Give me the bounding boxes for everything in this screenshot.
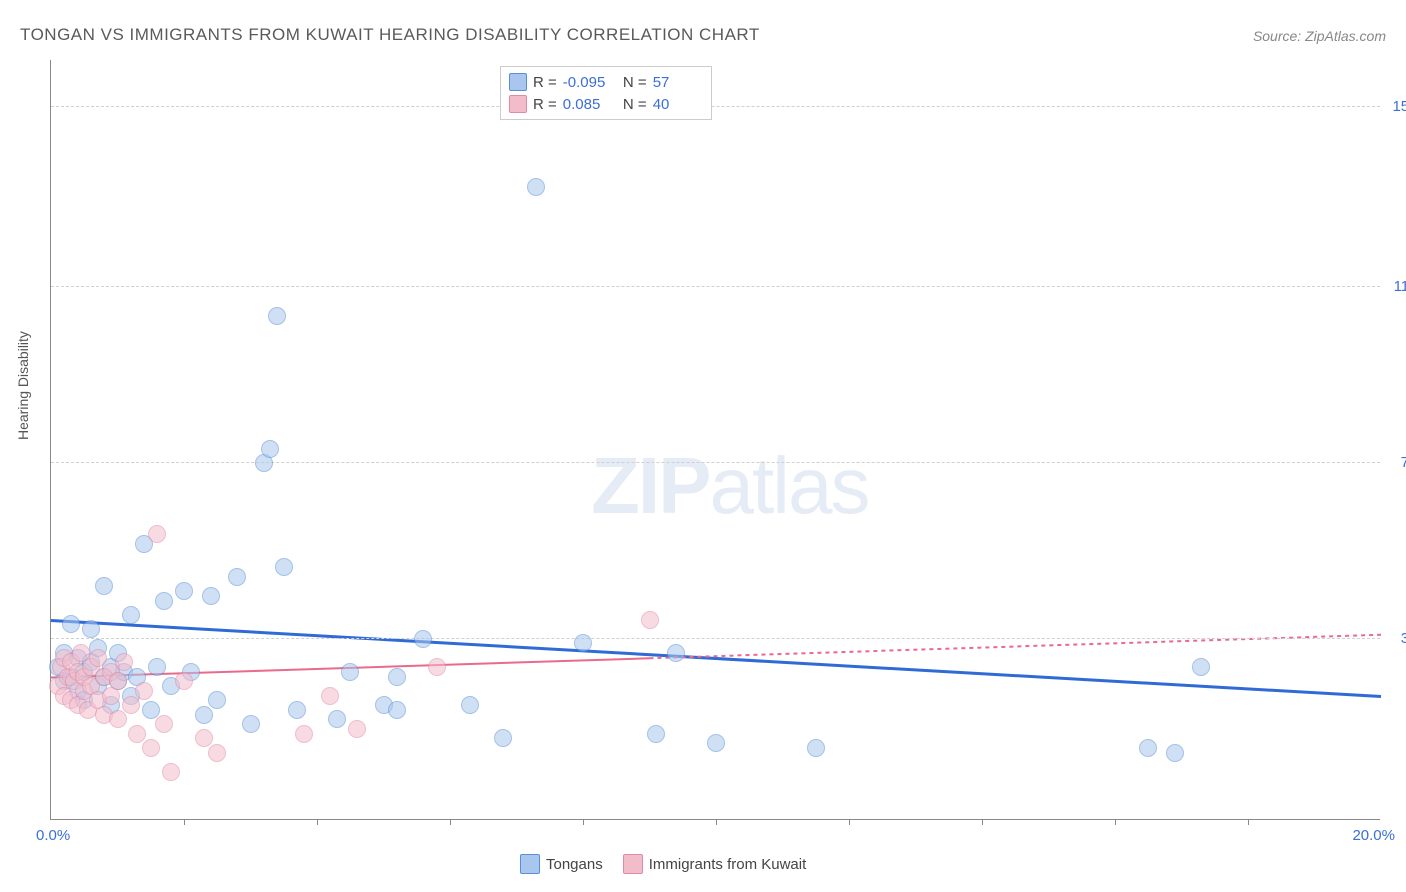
data-point <box>667 644 685 662</box>
data-point <box>122 606 140 624</box>
data-point <box>142 701 160 719</box>
legend-swatch <box>509 95 527 113</box>
data-point <box>109 672 127 690</box>
data-point <box>135 682 153 700</box>
data-point <box>95 577 113 595</box>
data-point <box>1192 658 1210 676</box>
data-point <box>348 720 366 738</box>
y-tick-label: 7.5% <box>1385 454 1406 471</box>
stat-n-value: 57 <box>653 74 703 91</box>
data-point <box>461 696 479 714</box>
y-tick-label: 11.2% <box>1385 278 1406 295</box>
data-point <box>807 739 825 757</box>
gridline <box>51 106 1380 107</box>
stat-r-label: R = <box>533 96 557 113</box>
data-point <box>707 734 725 752</box>
data-point <box>155 715 173 733</box>
stats-legend-row: R = 0.085 N = 40 <box>509 93 703 115</box>
stat-r-value: -0.095 <box>563 74 613 91</box>
data-point <box>175 672 193 690</box>
stat-n-value: 40 <box>653 96 703 113</box>
stat-r-value: 0.085 <box>563 96 613 113</box>
data-point <box>115 653 133 671</box>
data-point <box>388 701 406 719</box>
data-point <box>208 691 226 709</box>
data-point <box>1139 739 1157 757</box>
y-tick-label: 3.8% <box>1385 630 1406 647</box>
stats-legend: R = -0.095 N = 57 R = 0.085 N = 40 <box>500 66 712 120</box>
bottom-legend: Tongans Immigrants from Kuwait <box>520 854 806 874</box>
x-tick-mark <box>982 819 983 825</box>
data-point <box>242 715 260 733</box>
y-tick-label: 15.0% <box>1385 98 1406 115</box>
stats-legend-row: R = -0.095 N = 57 <box>509 71 703 93</box>
x-tick-mark <box>1248 819 1249 825</box>
gridline <box>51 462 1380 463</box>
data-point <box>328 710 346 728</box>
data-point <box>295 725 313 743</box>
stat-n-label: N = <box>619 74 647 91</box>
data-point <box>228 568 246 586</box>
x-tick-mark <box>716 819 717 825</box>
trend-line <box>51 621 1381 697</box>
legend-swatch <box>520 854 540 874</box>
data-point <box>208 744 226 762</box>
legend-item: Immigrants from Kuwait <box>623 854 807 874</box>
data-point <box>128 725 146 743</box>
data-point <box>1166 744 1184 762</box>
x-tick-mark <box>450 819 451 825</box>
data-point <box>142 739 160 757</box>
x-tick-mark <box>1115 819 1116 825</box>
data-point <box>261 440 279 458</box>
data-point <box>109 710 127 728</box>
legend-item: Tongans <box>520 854 603 874</box>
data-point <box>82 620 100 638</box>
data-point <box>122 696 140 714</box>
legend-swatch <box>509 73 527 91</box>
x-axis-max-label: 20.0% <box>1352 827 1395 844</box>
data-point <box>195 729 213 747</box>
stat-r-label: R = <box>533 74 557 91</box>
chart-svg <box>51 60 1380 819</box>
data-point <box>414 630 432 648</box>
stat-n-label: N = <box>619 96 647 113</box>
chart-plot-area: ZIPatlas 0.0% 20.0% 15.0%11.2%7.5%3.8% <box>50 60 1380 820</box>
x-axis-min-label: 0.0% <box>36 827 70 844</box>
legend-label: Tongans <box>546 856 603 873</box>
gridline <box>51 286 1380 287</box>
x-tick-mark <box>317 819 318 825</box>
x-tick-mark <box>184 819 185 825</box>
data-point <box>494 729 512 747</box>
data-point <box>288 701 306 719</box>
data-point <box>388 668 406 686</box>
legend-swatch <box>623 854 643 874</box>
y-axis-label: Hearing Disability <box>15 331 31 440</box>
data-point <box>647 725 665 743</box>
data-point <box>175 582 193 600</box>
data-point <box>527 178 545 196</box>
chart-title: TONGAN VS IMMIGRANTS FROM KUWAIT HEARING… <box>20 25 760 45</box>
data-point <box>148 525 166 543</box>
data-point <box>268 307 286 325</box>
gridline <box>51 638 1380 639</box>
data-point <box>89 649 107 667</box>
source-label: Source: ZipAtlas.com <box>1253 28 1386 44</box>
data-point <box>641 611 659 629</box>
x-tick-mark <box>583 819 584 825</box>
data-point <box>574 634 592 652</box>
x-tick-mark <box>849 819 850 825</box>
data-point <box>428 658 446 676</box>
data-point <box>341 663 359 681</box>
data-point <box>62 615 80 633</box>
data-point <box>321 687 339 705</box>
data-point <box>202 587 220 605</box>
data-point <box>275 558 293 576</box>
data-point <box>148 658 166 676</box>
legend-label: Immigrants from Kuwait <box>649 856 807 873</box>
data-point <box>162 763 180 781</box>
data-point <box>195 706 213 724</box>
data-point <box>155 592 173 610</box>
